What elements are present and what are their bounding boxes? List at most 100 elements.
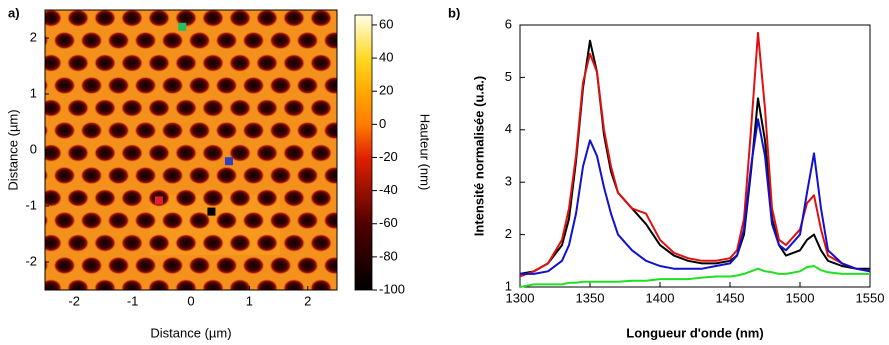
colorbar-tick-label: 20 bbox=[379, 83, 393, 98]
hole bbox=[45, 213, 49, 228]
hole bbox=[121, 99, 143, 117]
hole bbox=[161, 121, 184, 140]
hole bbox=[81, 302, 103, 320]
colorbar-tick-label: -20 bbox=[379, 149, 398, 164]
hole bbox=[188, 256, 211, 275]
hole bbox=[67, 234, 89, 252]
hole bbox=[215, 31, 238, 50]
hole bbox=[53, 166, 76, 185]
hole bbox=[107, 31, 130, 50]
hole bbox=[283, 189, 305, 207]
y-axis-label: Intensité normalisée (u.a.) bbox=[471, 76, 486, 236]
hole bbox=[323, 121, 337, 140]
y-axis-label: Distance (µm) bbox=[5, 109, 20, 190]
hole bbox=[134, 76, 157, 95]
hole bbox=[242, 256, 265, 275]
hole bbox=[229, 189, 251, 207]
x-tick-label: 1400 bbox=[646, 290, 675, 305]
hole bbox=[134, 256, 157, 275]
x-tick-label: 1450 bbox=[716, 290, 745, 305]
hole bbox=[256, 99, 278, 117]
colorbar-label: Hauteur (nm) bbox=[418, 114, 433, 191]
hole bbox=[45, 144, 62, 162]
hole bbox=[67, 99, 89, 117]
hole bbox=[324, 302, 346, 320]
hole bbox=[323, 76, 337, 95]
hole bbox=[67, 189, 89, 207]
hole bbox=[310, 279, 332, 290]
marker bbox=[154, 196, 163, 205]
hole bbox=[269, 166, 292, 185]
x-tick-label: -2 bbox=[68, 293, 80, 308]
hole bbox=[202, 99, 224, 117]
hole bbox=[13, 279, 35, 297]
hole bbox=[175, 189, 197, 207]
hole bbox=[94, 10, 116, 27]
hole bbox=[296, 76, 319, 95]
marker bbox=[207, 207, 216, 216]
hole bbox=[242, 31, 265, 50]
hole bbox=[256, 54, 278, 72]
hole bbox=[175, 54, 197, 72]
panel-label: a) bbox=[8, 5, 20, 20]
hole bbox=[67, 279, 89, 290]
hole bbox=[283, 54, 305, 72]
hole bbox=[45, 78, 49, 93]
hole bbox=[283, 234, 305, 252]
hole bbox=[162, 302, 184, 320]
hole bbox=[242, 211, 265, 230]
hole bbox=[45, 189, 62, 207]
hole bbox=[188, 76, 211, 95]
hole bbox=[188, 121, 211, 140]
hole bbox=[310, 144, 332, 162]
marker bbox=[178, 22, 187, 31]
y-tick-label: 2 bbox=[30, 29, 37, 44]
panel-label: b) bbox=[448, 5, 460, 20]
y-tick-label: 1 bbox=[30, 85, 37, 100]
hole bbox=[229, 234, 251, 252]
hole bbox=[45, 123, 49, 138]
hole bbox=[215, 211, 238, 230]
height-map bbox=[13, 10, 346, 320]
hole bbox=[229, 54, 251, 72]
hole bbox=[202, 279, 224, 290]
x-tick-label: 1350 bbox=[576, 290, 605, 305]
hole bbox=[148, 144, 170, 162]
hole bbox=[148, 10, 170, 27]
hole bbox=[188, 211, 211, 230]
hole bbox=[242, 76, 265, 95]
hole bbox=[202, 144, 224, 162]
hole bbox=[256, 10, 278, 27]
y-tick-label: -1 bbox=[25, 197, 37, 212]
hole bbox=[188, 31, 211, 50]
x-tick-label: 2 bbox=[304, 293, 311, 308]
x-tick-label: 1500 bbox=[786, 290, 815, 305]
colorbar-tick-label: -80 bbox=[379, 248, 398, 263]
hole bbox=[175, 234, 197, 252]
hole bbox=[67, 10, 89, 27]
hole bbox=[323, 31, 337, 50]
hole bbox=[283, 99, 305, 117]
hole bbox=[80, 256, 103, 275]
hole bbox=[45, 54, 62, 72]
hole bbox=[256, 189, 278, 207]
y-tick-label: 1 bbox=[505, 278, 512, 293]
hole bbox=[310, 10, 332, 27]
y-tick-label: 4 bbox=[505, 121, 512, 136]
hole bbox=[215, 76, 238, 95]
hole bbox=[323, 256, 337, 275]
y-tick-label: 5 bbox=[505, 69, 512, 84]
hole bbox=[45, 10, 62, 27]
hole bbox=[216, 302, 238, 320]
hole bbox=[310, 234, 332, 252]
colorbar-tick-label: -100 bbox=[379, 281, 405, 296]
hole bbox=[269, 76, 292, 95]
hole bbox=[121, 54, 143, 72]
hole bbox=[45, 279, 62, 290]
hole bbox=[13, 54, 35, 72]
hole bbox=[323, 211, 337, 230]
hole bbox=[296, 31, 319, 50]
hole bbox=[94, 54, 116, 72]
